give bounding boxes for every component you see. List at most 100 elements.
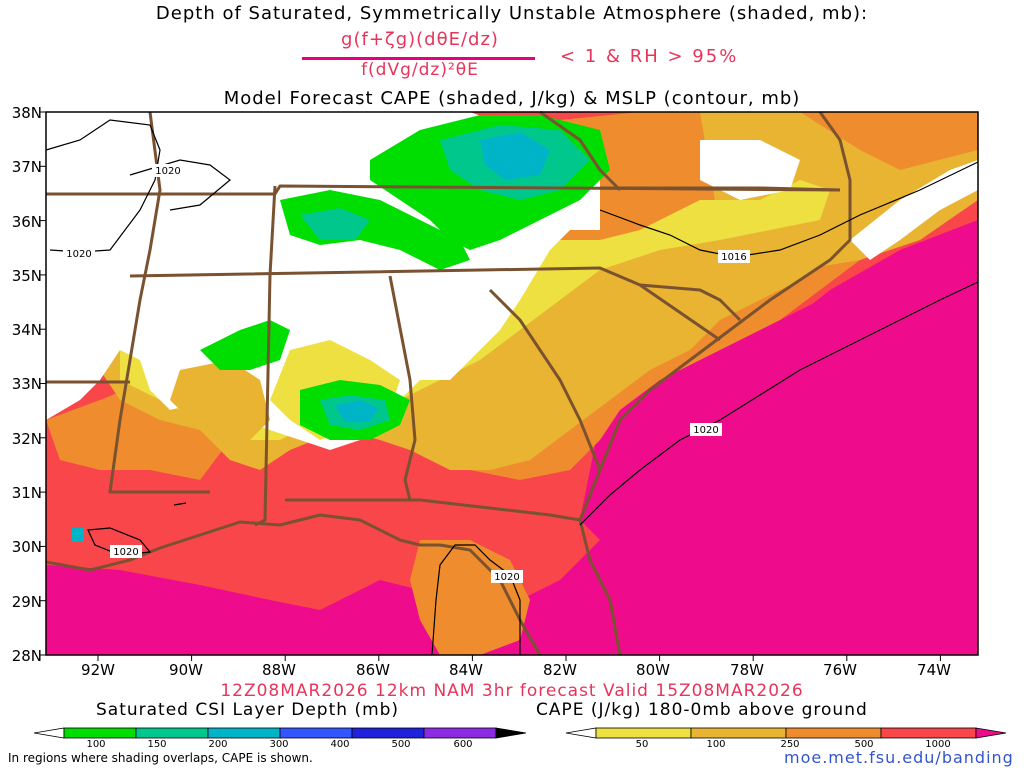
isobar-label-5: 1020 bbox=[113, 547, 138, 558]
csi-colorbar-label: 300 bbox=[269, 739, 289, 750]
cape-colorbar bbox=[565, 727, 1007, 739]
axis-ticks bbox=[40, 111, 941, 661]
csi-colorbar-label: 500 bbox=[391, 739, 411, 750]
colorbar-swatch bbox=[880, 727, 977, 739]
isobar-label-4: 1020 bbox=[693, 425, 718, 436]
formula-condition: < 1 & RH > 95% bbox=[560, 46, 739, 67]
lat-label: 35N bbox=[11, 267, 42, 285]
csi-colorbar bbox=[33, 727, 527, 739]
isobar-labels: 1020 1020 1016 1020 1020 1020 bbox=[63, 164, 750, 583]
isobar-1020-northwest-2 bbox=[129, 159, 231, 211]
isobar-label-1: 1020 bbox=[155, 166, 180, 177]
lat-label: 28N bbox=[11, 647, 42, 665]
isobar-1020-florida bbox=[431, 544, 521, 656]
isobar-lines bbox=[45, 119, 979, 656]
csi-cyan-north bbox=[480, 132, 550, 180]
isobar-label-bg bbox=[491, 570, 523, 583]
cape-colorbar-title: CAPE (J/kg) 180-0mb above ground bbox=[536, 700, 868, 720]
map-field bbox=[46, 112, 978, 655]
cape-low-patch-al bbox=[170, 360, 270, 440]
colorbar-swatch bbox=[351, 727, 425, 739]
lat-label: 36N bbox=[11, 213, 42, 231]
borders bbox=[45, 110, 852, 656]
lat-label: 37N bbox=[11, 158, 42, 176]
csi-teal-tn bbox=[300, 208, 370, 240]
colorbar-swatch bbox=[495, 727, 527, 739]
nc-sc-border bbox=[639, 283, 742, 322]
csi-cyan-la bbox=[72, 528, 84, 542]
title-line-1: Depth of Saturated, Symmetrically Unstab… bbox=[155, 3, 869, 24]
formula-denominator: f(dVg/dz)²θE bbox=[361, 60, 479, 80]
lon-label: 92W bbox=[81, 661, 115, 679]
va-nc-border bbox=[600, 186, 841, 192]
colorbar-swatch bbox=[207, 727, 281, 739]
csi-colorbar-label: 600 bbox=[453, 739, 473, 750]
colorbar-swatch bbox=[975, 727, 1007, 739]
title-line-2: Model Forecast CAPE (shaded, J/kg) & MSL… bbox=[223, 88, 801, 109]
lon-label: 74W bbox=[917, 661, 951, 679]
formula-numerator: g(f+ζg)(dθE/dz) bbox=[341, 29, 499, 50]
colorbar-swatch bbox=[279, 727, 353, 739]
isobar-label-2: 1020 bbox=[66, 249, 91, 260]
isobar-label-bg bbox=[63, 247, 95, 260]
csi-colorbar-label: 150 bbox=[147, 739, 167, 750]
isobar-label-3: 1016 bbox=[721, 252, 746, 263]
colorbar-swatch bbox=[33, 727, 65, 739]
lon-label: 90W bbox=[169, 661, 203, 679]
formula-fraction-bar bbox=[302, 57, 535, 60]
isobar-1020-northwest bbox=[45, 119, 161, 253]
cape-high-atlantic bbox=[580, 290, 920, 560]
lon-label: 86W bbox=[356, 661, 390, 679]
lon-label: 84W bbox=[449, 661, 483, 679]
wv-border bbox=[539, 110, 622, 192]
gulf-coast bbox=[45, 513, 542, 656]
lat-label: 38N bbox=[11, 104, 42, 122]
colorbar-swatch bbox=[595, 727, 692, 739]
cape-high-gulf bbox=[46, 220, 978, 655]
csi-colorbar-title: Saturated CSI Layer Depth (mb) bbox=[96, 700, 400, 720]
lat-label: 31N bbox=[11, 484, 42, 502]
lat-label: 29N bbox=[11, 593, 42, 611]
al-ga-border bbox=[388, 275, 417, 501]
lon-label: 88W bbox=[262, 661, 296, 679]
lat-label: 33N bbox=[11, 375, 42, 393]
isobar-label-6: 1020 bbox=[494, 572, 519, 583]
lat-label: 34N bbox=[11, 321, 42, 339]
cape-clear-northeast bbox=[700, 140, 800, 200]
colorbar-swatch bbox=[423, 727, 497, 739]
lon-label: 78W bbox=[730, 661, 764, 679]
isobar-small bbox=[173, 502, 187, 506]
cape-colorbar-label: 1000 bbox=[925, 739, 951, 750]
site-url[interactable]: moe.met.fsu.edu/banding bbox=[784, 748, 1014, 767]
cape-colorbar-label: 500 bbox=[854, 739, 874, 750]
csi-green-tn bbox=[280, 190, 470, 270]
colorbar-swatch bbox=[785, 727, 882, 739]
cape-clear-band bbox=[850, 160, 978, 260]
sc-ga-border bbox=[488, 288, 602, 471]
overlap-note: In regions where shading overlaps, CAPE … bbox=[8, 751, 313, 765]
colorbar-swatch bbox=[135, 727, 209, 739]
csi-colorbar-label: 200 bbox=[208, 739, 228, 750]
forecast-valid-line: 12Z08MAR2026 12km NAM 3hr forecast Valid… bbox=[220, 681, 804, 701]
isobar-label-bg bbox=[110, 545, 142, 558]
csi-colorbar-label: 100 bbox=[86, 739, 106, 750]
isobar-label-bg bbox=[718, 250, 750, 263]
isobar-1016 bbox=[599, 161, 979, 258]
cape-colorbar-label: 100 bbox=[706, 739, 726, 750]
florida-coast bbox=[578, 519, 622, 656]
lon-label: 80W bbox=[636, 661, 670, 679]
isobar-1020-coast bbox=[579, 281, 979, 526]
cape-colorbar-label: 250 bbox=[780, 739, 800, 750]
lat-label: 32N bbox=[11, 430, 42, 448]
csi-colorbar-label: 400 bbox=[330, 739, 350, 750]
ga-fl-border bbox=[285, 498, 581, 522]
colorbar-swatch bbox=[63, 727, 137, 739]
tn-south-border bbox=[129, 266, 721, 342]
isobar-label-bg bbox=[152, 164, 184, 177]
mississippi-river bbox=[108, 111, 210, 494]
colorbar-swatch bbox=[690, 727, 787, 739]
lon-label: 76W bbox=[823, 661, 857, 679]
colorbar-swatch bbox=[565, 727, 597, 739]
